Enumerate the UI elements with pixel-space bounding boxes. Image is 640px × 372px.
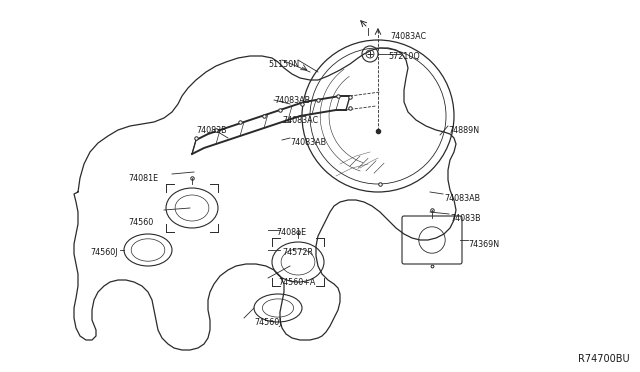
- Text: 74083AC: 74083AC: [390, 32, 426, 41]
- Text: 74560J: 74560J: [254, 318, 282, 327]
- Text: 74081E: 74081E: [276, 228, 306, 237]
- Text: 74083B: 74083B: [196, 126, 227, 135]
- Text: 74083AB: 74083AB: [290, 138, 326, 147]
- Text: 74083AB: 74083AB: [274, 96, 310, 105]
- Text: 74369N: 74369N: [468, 240, 499, 249]
- Text: 74560+A: 74560+A: [278, 278, 316, 287]
- Text: 74560: 74560: [128, 218, 153, 227]
- Text: 74083AB: 74083AB: [444, 194, 480, 203]
- Text: 57210Q: 57210Q: [388, 52, 420, 61]
- Text: 74083B: 74083B: [450, 214, 481, 223]
- Text: 74081E: 74081E: [128, 174, 158, 183]
- Text: 74560J: 74560J: [90, 248, 118, 257]
- Text: 74889N: 74889N: [448, 126, 479, 135]
- Text: 51150N: 51150N: [268, 60, 299, 69]
- Text: R74700BU: R74700BU: [579, 354, 630, 364]
- Text: 74083AC: 74083AC: [282, 116, 318, 125]
- Text: 74572R: 74572R: [282, 248, 313, 257]
